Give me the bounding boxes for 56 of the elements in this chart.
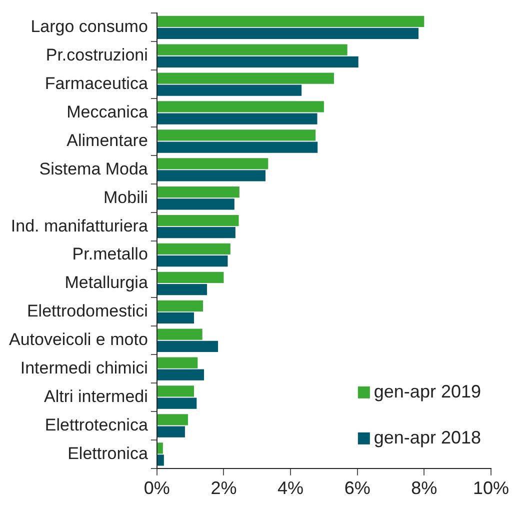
bar	[157, 130, 316, 141]
y-tick-label: Elettronica	[68, 444, 148, 463]
y-tick-label: Autoveicoli e moto	[9, 330, 148, 350]
bar	[157, 442, 163, 454]
bar	[157, 357, 198, 368]
bar	[157, 170, 266, 182]
bar	[157, 158, 268, 170]
y-tick-label: Largo consumo	[30, 17, 148, 36]
bar	[157, 101, 324, 112]
x-tick-label: 4%	[278, 478, 304, 498]
x-tick-label: 10%	[472, 478, 509, 498]
y-tick-label: Metallurgia	[64, 273, 148, 292]
y-tick-label: Altri intermedi	[44, 386, 148, 406]
bar	[157, 284, 208, 296]
y-tick-label: Pr.costruzioni	[46, 46, 148, 65]
y-tick-label: Elettrodomestici	[26, 302, 148, 321]
bar	[157, 300, 204, 312]
legend-label: gen-apr 2019	[374, 381, 481, 402]
bar	[157, 198, 234, 210]
bar	[157, 414, 188, 426]
bar	[157, 340, 218, 352]
bar	[157, 398, 197, 409]
y-tick-label: Pr.metallo	[72, 244, 148, 264]
bar	[157, 243, 230, 255]
y-tick-label: Sistema Moda	[39, 159, 148, 178]
y-tick-label: Mobili	[104, 188, 148, 207]
legend-label: gen-apr 2018	[374, 427, 481, 448]
bar	[157, 113, 318, 124]
bar	[157, 16, 424, 27]
bar	[157, 256, 228, 267]
bar	[157, 56, 358, 68]
bar	[157, 454, 164, 466]
bar	[157, 28, 418, 40]
bar	[157, 426, 185, 438]
bar	[157, 84, 302, 96]
bar	[157, 142, 318, 153]
x-tick-label: 0%	[144, 478, 170, 498]
bar	[157, 312, 194, 324]
x-tick-label: 8%	[411, 478, 438, 498]
bar	[157, 386, 194, 397]
bar	[157, 272, 224, 283]
bar	[157, 72, 334, 84]
y-tick-label: Intermedi chimici	[20, 358, 148, 378]
y-tick-label: Farmaceutica	[44, 74, 148, 94]
bar	[157, 186, 240, 198]
x-tick-label: 6%	[344, 478, 370, 498]
y-tick-label: Elettrotecnica	[44, 415, 148, 434]
bar	[157, 214, 239, 226]
bar	[157, 44, 348, 56]
y-tick-label: Ind. manifatturiera	[10, 216, 148, 236]
bar	[157, 227, 236, 238]
y-tick-label: Alimentare	[66, 130, 148, 150]
x-tick-label: 2%	[210, 478, 237, 498]
bar	[157, 369, 204, 380]
y-tick-label: Meccanica	[66, 102, 148, 122]
bar	[157, 328, 202, 340]
